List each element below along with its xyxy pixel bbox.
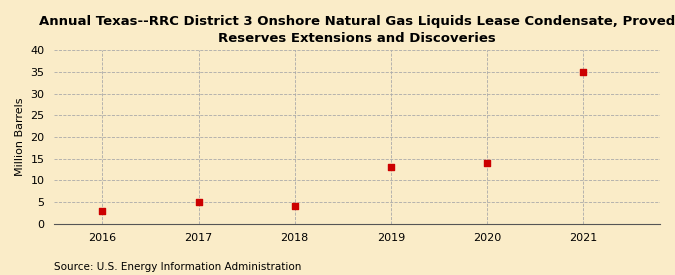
Point	[290, 204, 300, 209]
Point	[578, 70, 589, 74]
Y-axis label: Million Barrels: Million Barrels	[15, 98, 25, 176]
Point	[97, 208, 108, 213]
Title: Annual Texas--RRC District 3 Onshore Natural Gas Liquids Lease Condensate, Prove: Annual Texas--RRC District 3 Onshore Nat…	[39, 15, 675, 45]
Point	[385, 165, 396, 170]
Text: Source: U.S. Energy Information Administration: Source: U.S. Energy Information Administ…	[54, 262, 301, 272]
Point	[481, 161, 492, 165]
Point	[193, 200, 204, 204]
